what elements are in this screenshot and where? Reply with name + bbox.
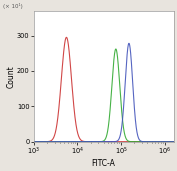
X-axis label: FITC-A: FITC-A [92,159,116,168]
Y-axis label: Count: Count [6,65,15,88]
Text: (× 10¹): (× 10¹) [3,3,23,9]
